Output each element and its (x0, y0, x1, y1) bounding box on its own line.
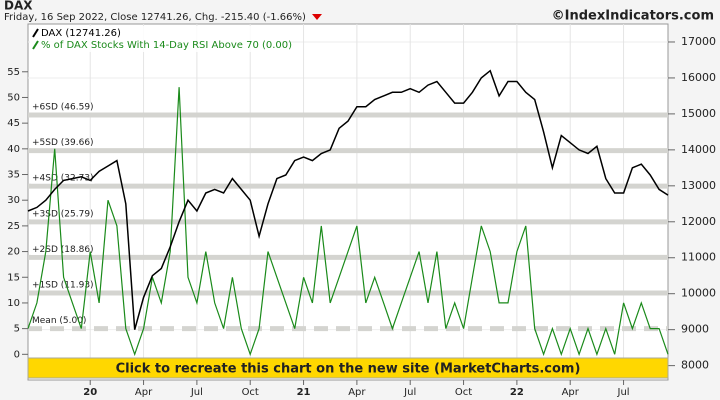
reference-label: +3SD (25.79) (32, 209, 94, 219)
series (27, 69, 669, 357)
y-tick-label: 5 (14, 324, 20, 335)
y-tick-label: 20 (7, 247, 20, 258)
y2-tick-label: 10000 (681, 287, 716, 300)
reference-label: +5SD (39.66) (32, 138, 94, 148)
legend-label: % of DAX Stocks With 14-Day RSI Above 70… (41, 40, 292, 51)
chart-title: DAX (4, 0, 33, 13)
y-tick-label: 55 (7, 67, 20, 78)
y2-tick-label: 17000 (681, 35, 716, 48)
reference-label-bg (31, 138, 95, 149)
reference-label: +4SD (32.73) (32, 174, 94, 184)
reference-label: Mean (5.00) (32, 316, 86, 326)
reference-label: +1SD (11.93) (32, 281, 94, 291)
reference-label-bg (31, 209, 95, 220)
legend: DAX (12741.26)% of DAX Stocks With 14-Da… (30, 26, 292, 52)
y2-tick-label: 16000 (681, 71, 716, 84)
legend-swatch (32, 40, 39, 50)
x-tick-label: Oct (455, 387, 472, 398)
chart-subtitle: Friday, 16 Sep 2022, Close 12741.26, Chg… (4, 12, 306, 23)
legend-bg (30, 26, 282, 52)
series-line (27, 87, 669, 357)
y2-tick-label: 8000 (681, 359, 709, 372)
x-tick-label: Jul (617, 387, 630, 398)
reference-label: +2SD (18.86) (32, 245, 94, 255)
reference-label-bg (31, 280, 95, 291)
y2-tick-label: 14000 (681, 143, 716, 156)
y-tick-label: 45 (7, 118, 20, 129)
y2-tick-label: 12000 (681, 215, 716, 228)
banner-bg[interactable] (27, 357, 669, 379)
y-tick-label: 25 (7, 221, 20, 232)
legend-label: DAX (12741.26) (41, 28, 121, 39)
y-tick-label: 50 (7, 92, 20, 103)
banner[interactable]: Click to recreate this chart on the new … (116, 362, 581, 377)
x-tick-label: Jul (190, 387, 203, 398)
down-arrow (312, 14, 322, 20)
y-tick-label: 0 (14, 349, 20, 360)
reference-lines: +6SD (46.59) +5SD (39.66) +4SD (32.73) +3SD… (28, 102, 668, 332)
x-tick-label: Apr (135, 387, 153, 398)
x-tick-label: 22 (510, 387, 524, 398)
reference-label-bg (31, 316, 88, 327)
legend-swatch (32, 28, 39, 38)
y-tick-label: 10 (7, 298, 20, 309)
reference-label-bg (31, 244, 95, 255)
y-tick-label: 35 (7, 170, 20, 181)
y2-tick-label: 13000 (681, 179, 716, 192)
x-tick-label: Apr (348, 387, 366, 398)
reference-label-bg (31, 102, 95, 113)
x-tick-label: 20 (83, 387, 97, 398)
x-tick-label: 21 (297, 387, 311, 398)
y-tick-label: 30 (7, 195, 20, 206)
y-tick-label: 15 (7, 272, 20, 283)
x-tick-label: Jul (403, 387, 416, 398)
reference-label: +6SD (46.59) (32, 102, 94, 112)
y2-tick-label: 9000 (681, 323, 709, 336)
y2-tick-label: 11000 (681, 251, 716, 264)
series-line (27, 69, 669, 330)
y-tick-label: 40 (7, 144, 20, 155)
x-tick-label: Apr (562, 387, 580, 398)
y2-tick-label: 15000 (681, 107, 716, 120)
axes: 0 5 10 15 20 25 30 35 40 45 50 55 8000 9000 10000 11000… (7, 35, 716, 398)
reference-label-bg (31, 173, 95, 184)
x-tick-label: Oct (242, 387, 259, 398)
watermark: ©IndexIndicators.com (552, 9, 714, 24)
